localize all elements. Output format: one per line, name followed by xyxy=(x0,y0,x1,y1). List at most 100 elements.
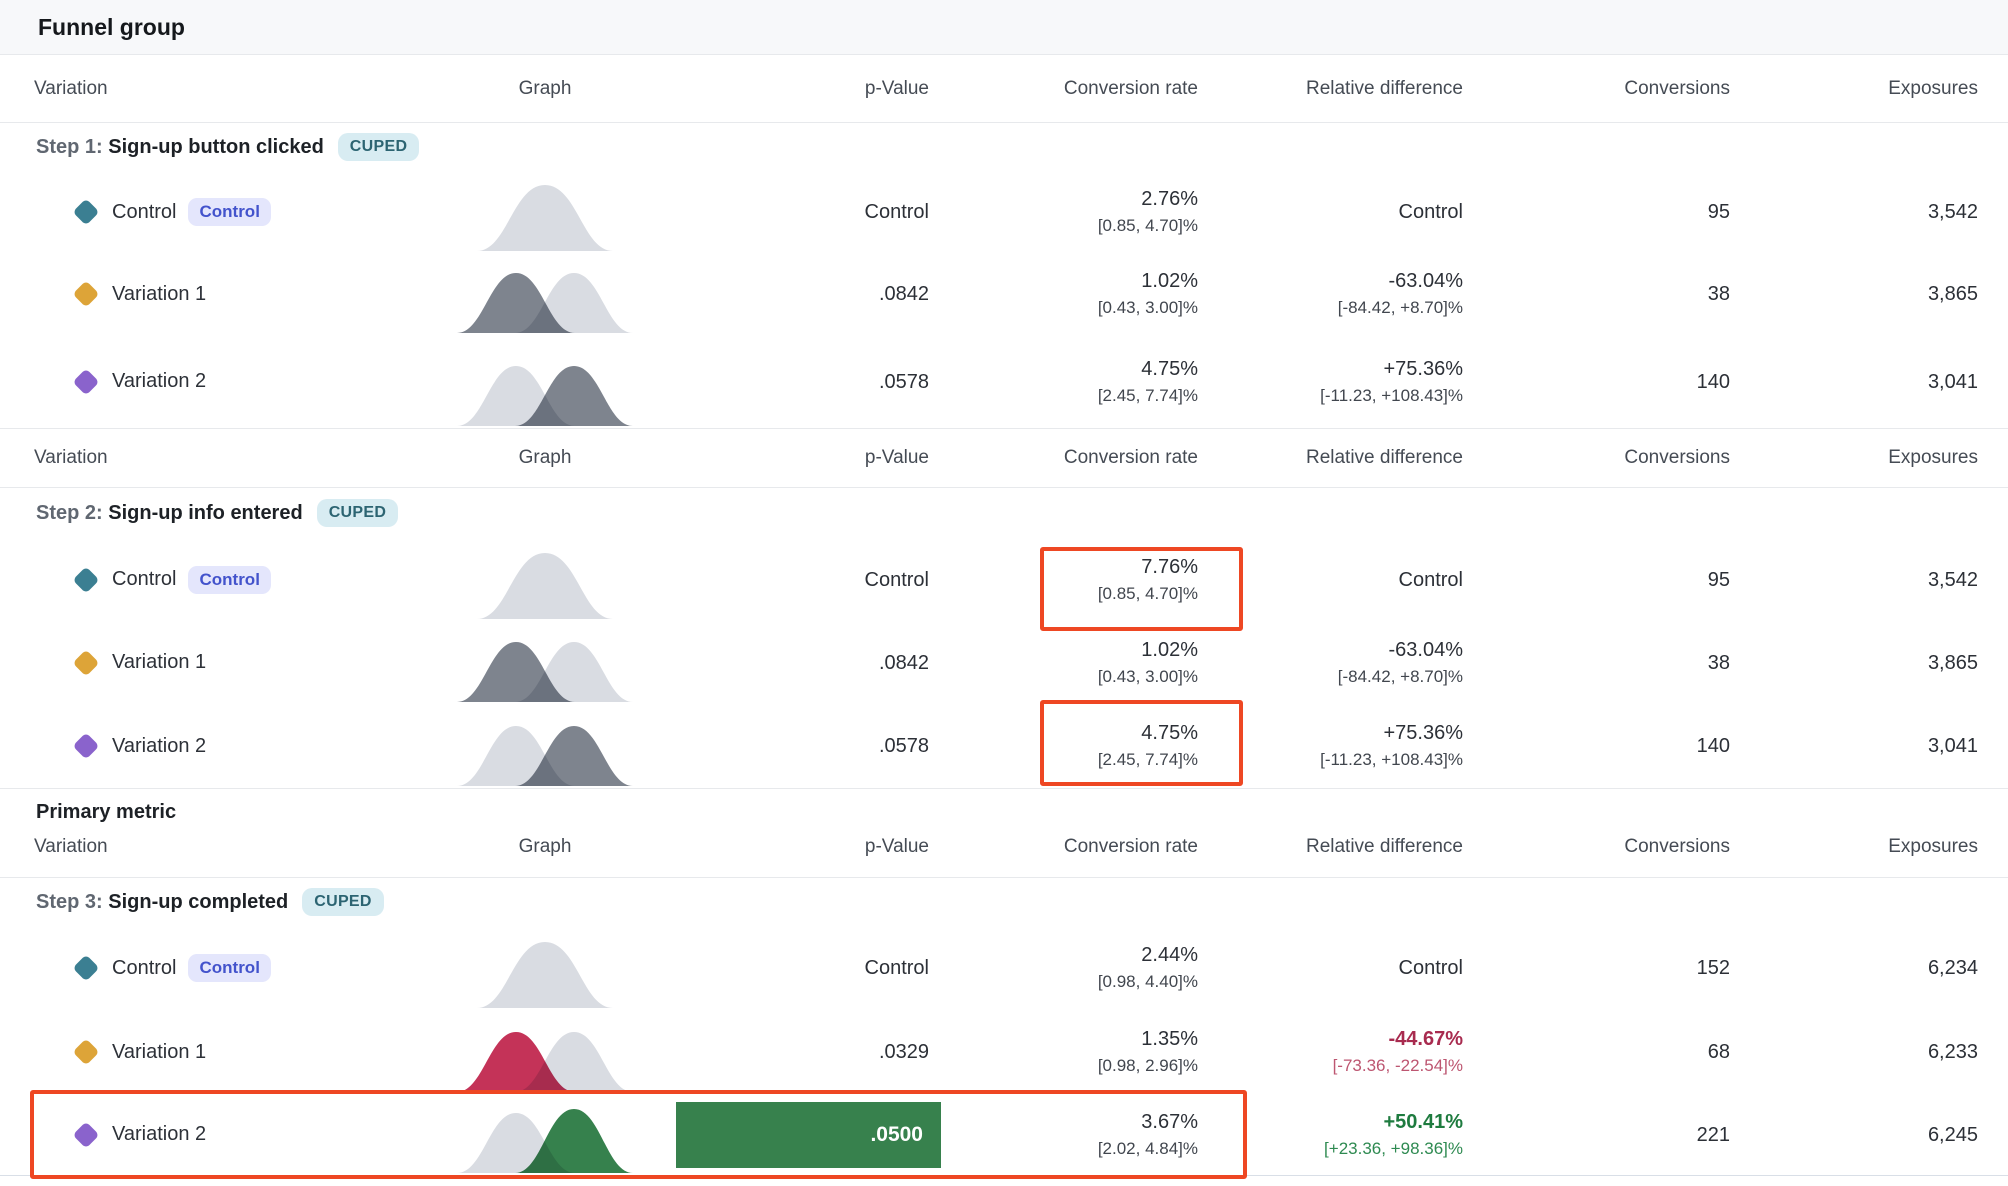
exposures-cell: 3,041 xyxy=(1927,735,1978,757)
distribution-graph xyxy=(430,354,660,428)
table-row[interactable]: Variation 1 .0842 1.02% [0.43, 3.00]% -6… xyxy=(0,621,2008,704)
overlapping-bell-curves-icon xyxy=(457,273,633,333)
table-header: Variation Graph p-Value Conversion rate … xyxy=(0,55,2008,123)
overlapping-bell-curves-icon xyxy=(457,1109,633,1173)
column-header-graph: Graph xyxy=(518,836,572,857)
conversion-rate-cell: 1.35% [0.98, 2.96]% xyxy=(1097,1028,1198,1076)
variation1-diamond-icon xyxy=(72,280,100,308)
distribution-graph xyxy=(430,1101,660,1175)
variation-cell: Variation 2 xyxy=(34,732,430,760)
column-header-p-value: p-Value xyxy=(864,836,929,857)
conversion-rate-cell: 1.02% [0.43, 3.00]% xyxy=(1097,638,1198,686)
column-header-graph: Graph xyxy=(518,77,572,99)
conversion-rate-cell: 2.76% [0.85, 4.70]% xyxy=(1097,188,1198,236)
column-header-exposures: Exposures xyxy=(1888,836,1978,857)
distribution-graph xyxy=(430,936,660,1010)
cuped-badge[interactable]: CUPED xyxy=(302,888,384,916)
conversion-rate-cell: 1.02% [0.43, 3.00]% xyxy=(1097,270,1198,318)
cuped-badge[interactable]: CUPED xyxy=(337,133,420,161)
relative-difference-cell: +50.41% [+23.36, +98.36]% xyxy=(1324,1110,1463,1158)
p-value-cell: Control xyxy=(864,957,929,979)
distribution-graph xyxy=(430,179,660,253)
table-row[interactable]: Variation 1 .0842 1.02% [0.43, 3.00]% -6… xyxy=(0,253,2008,335)
column-header-conversions: Conversions xyxy=(1624,836,1730,857)
table-header: Variation Graph p-Value Conversion rate … xyxy=(0,826,2008,868)
step-1-title: Step 1: Sign-up button clicked CUPED xyxy=(0,123,2008,171)
column-header-variation: Variation xyxy=(34,77,108,99)
p-value-cell: .0842 xyxy=(878,651,929,674)
conversion-rate-cell: 7.76% [0.85, 4.70]% xyxy=(1097,555,1198,603)
page-title: Funnel group xyxy=(38,13,185,40)
conversions-cell: 152 xyxy=(1696,957,1730,979)
column-header-graph: Graph xyxy=(518,447,572,468)
table-row[interactable]: Control Control Control 7.76% [0.85, 4.7… xyxy=(0,538,2008,621)
conversion-rate-cell: 4.75% [2.45, 7.74]% xyxy=(1097,357,1198,405)
conversions-cell: 38 xyxy=(1707,651,1730,674)
variation-cell: Variation 1 xyxy=(34,649,430,676)
step-name: Sign-up button clicked xyxy=(108,135,324,158)
column-header-exposures: Exposures xyxy=(1888,447,1978,468)
relative-difference-cell: +75.36% [-11.23, +108.43]% xyxy=(1320,357,1463,405)
relative-difference-cell: -44.67% [-73.36, -22.54]% xyxy=(1332,1028,1463,1076)
control-diamond-icon xyxy=(72,566,100,593)
relative-difference-cell: -63.04% [-84.42, +8.70]% xyxy=(1337,638,1463,686)
conversions-cell: 38 xyxy=(1707,283,1730,305)
p-value-cell: .0329 xyxy=(878,1041,929,1063)
step-3-title: Step 3: Sign-up completed CUPED xyxy=(0,878,2008,926)
significant-p-value-bar: .0500 xyxy=(676,1101,941,1168)
table-row[interactable]: Variation 1 .0329 1.35% [0.98, 2.96]% -4… xyxy=(0,1010,2008,1094)
variation2-diamond-icon xyxy=(72,732,100,760)
column-header-conversion-rate: Conversion rate xyxy=(1063,836,1198,857)
overlapping-bell-curves-icon xyxy=(457,726,633,786)
variation1-diamond-icon xyxy=(72,1038,100,1066)
column-header-conversions: Conversions xyxy=(1624,77,1730,99)
table-row[interactable]: Variation 2 .0578 4.75% [2.45, 7.74]% +7… xyxy=(0,704,2008,788)
table-row[interactable]: Variation 2 .0578 4.75% [2.45, 7.74]% +7… xyxy=(0,335,2008,428)
column-header-conversion-rate: Conversion rate xyxy=(1063,447,1198,468)
single-bell-curve-icon xyxy=(477,553,613,619)
primary-metric-label: Primary metric xyxy=(36,801,177,823)
column-header-relative-difference: Relative difference xyxy=(1305,836,1463,857)
column-header-exposures: Exposures xyxy=(1888,77,1978,99)
control-badge[interactable]: Control xyxy=(188,565,271,594)
funnel-step-3-section: Step 3: Sign-up completed CUPED Control … xyxy=(0,878,2008,1176)
variation-cell: Variation 1 xyxy=(34,280,430,308)
control-diamond-icon xyxy=(72,954,100,982)
column-header-relative-difference: Relative difference xyxy=(1305,447,1463,468)
exposures-cell: 6,234 xyxy=(1927,957,1978,979)
variation-cell: Variation 1 xyxy=(34,1038,430,1066)
relative-difference-cell: Control xyxy=(1398,568,1463,591)
variation-label: Control xyxy=(112,956,177,979)
step-name: Sign-up info entered xyxy=(108,501,303,524)
column-header-variation: Variation xyxy=(34,447,108,468)
variation-label: Variation 2 xyxy=(112,370,207,392)
exposures-cell: 3,542 xyxy=(1927,201,1978,223)
distribution-graph xyxy=(430,547,660,621)
control-badge[interactable]: Control xyxy=(188,954,271,982)
conversions-cell: 140 xyxy=(1696,370,1730,393)
variation-label: Variation 2 xyxy=(112,1123,207,1145)
variation1-diamond-icon xyxy=(72,649,100,676)
table-row[interactable]: Control Control Control 2.76% [0.85, 4.7… xyxy=(0,171,2008,253)
relative-difference-cell: Control xyxy=(1398,201,1463,223)
table-row[interactable]: Variation 2 .0500 3.67% [2.02, 4.84]% +5… xyxy=(0,1094,2008,1176)
exposures-cell: 3,041 xyxy=(1927,370,1978,393)
step-prefix: Step 1: xyxy=(36,135,103,158)
column-header-conversion-rate: Conversion rate xyxy=(1063,77,1198,99)
distribution-graph xyxy=(430,630,660,704)
table-row[interactable]: Control Control Control 2.44% [0.98, 4.4… xyxy=(0,926,2008,1010)
conversion-rate-cell: 4.75% [2.45, 7.74]% xyxy=(1097,722,1198,770)
cuped-badge[interactable]: CUPED xyxy=(316,499,399,527)
primary-metric-block: Primary metric Variation Graph p-Value C… xyxy=(0,789,2008,878)
distribution-graph xyxy=(430,714,660,788)
single-bell-curve-icon xyxy=(477,942,613,1008)
exposures-cell: 6,233 xyxy=(1927,1041,1978,1063)
control-diamond-icon xyxy=(72,198,100,226)
control-badge[interactable]: Control xyxy=(188,198,271,226)
conversions-cell: 68 xyxy=(1707,1041,1730,1063)
column-header-p-value: p-Value xyxy=(864,77,929,99)
overlapping-bell-curves-icon xyxy=(457,366,633,426)
overlapping-bell-curves-icon xyxy=(457,1032,633,1092)
conversion-rate-cell: 3.67% [2.02, 4.84]% xyxy=(1097,1110,1198,1158)
distribution-graph xyxy=(430,261,660,335)
